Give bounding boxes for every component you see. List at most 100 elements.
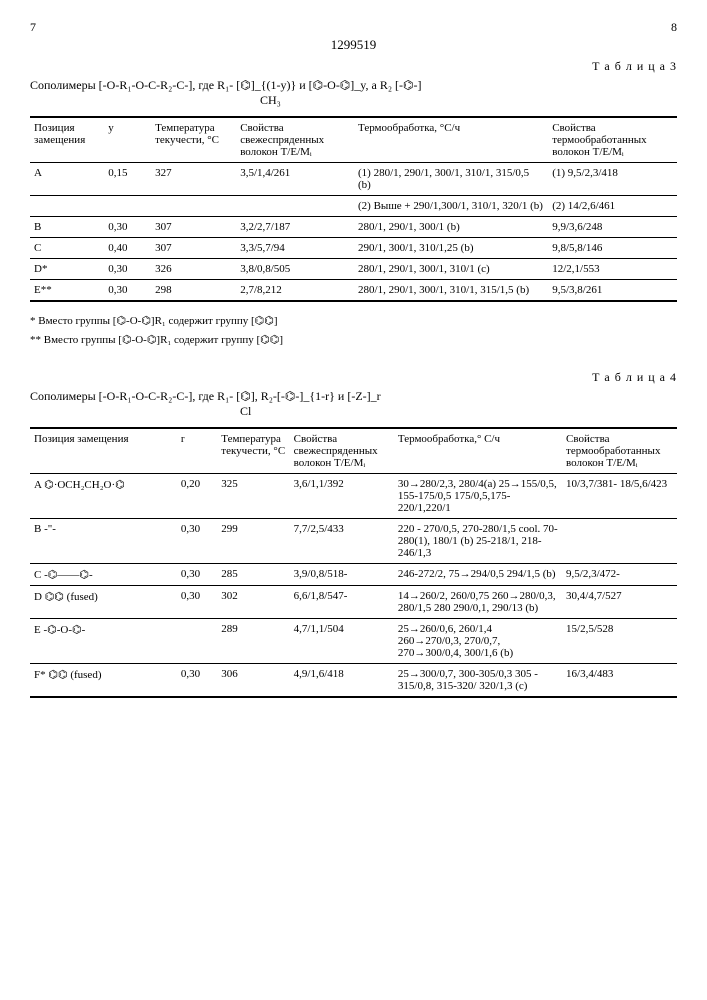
table-row: D ⌬⌬ (fused)0,303026,6/1,8/547-14→260/2,… — [30, 586, 677, 619]
table-row: E**0,302982,7/8,212280/1, 290/1, 300/1, … — [30, 280, 677, 302]
cell: 0,30 — [177, 519, 217, 564]
cell: C — [30, 238, 104, 259]
table-row: (2) Выше + 290/1,300/1, 310/1, 320/1 (b)… — [30, 196, 677, 217]
doc-id: 1299519 — [30, 37, 677, 53]
table4: Позиция замещения r Температура текучест… — [30, 427, 677, 698]
table-row: E -⌬-O-⌬-2894,7/1,1/50425→260/0,6, 260/1… — [30, 619, 677, 664]
cell: 2,7/8,212 — [236, 280, 354, 302]
cell: 0,30 — [177, 664, 217, 698]
cell: 30→280/2,3, 280/4(a) 25→155/0,5, 155-175… — [394, 474, 562, 519]
cell: D* — [30, 259, 104, 280]
table3-footnotes: * Вместо группы [⌬-O-⌬]R₁ содержит групп… — [30, 314, 677, 346]
t3-h5: Свойства термообработанных волокон T/E/M… — [548, 117, 677, 163]
cell: 299 — [217, 519, 289, 564]
footnote2: ** Вместо группы [⌬-O-⌬]R₁ содержит груп… — [30, 333, 677, 346]
cell: 285 — [217, 564, 289, 586]
t3-h0: Позиция замещения — [30, 117, 104, 163]
cell — [104, 196, 151, 217]
cell — [562, 519, 677, 564]
t4-h5: Свойства термообработанных волокон T/E/M… — [562, 428, 677, 474]
cell: 3,6/1,1/392 — [290, 474, 394, 519]
table3-formula: Сополимеры [-O-R₁-O-C-R₂-C-], где R₁- [⌬… — [30, 78, 677, 108]
cell: 3,8/0,8/505 — [236, 259, 354, 280]
cell: 15/2,5/528 — [562, 619, 677, 664]
cell: 0,30 — [104, 259, 151, 280]
cell-struct: E -⌬-O-⌬- — [30, 619, 177, 664]
cell: 0,40 — [104, 238, 151, 259]
cell: 290/1, 300/1, 310/1,25 (b) — [354, 238, 548, 259]
t4-h4: Термообработка,° C/ч — [394, 428, 562, 474]
t3-h3: Свойства свежеспряденных волокон T/E/Mᵢ — [236, 117, 354, 163]
cell: 0,20 — [177, 474, 217, 519]
cell: 25→300/0,7, 300-305/0,3 305 - 315/0,8, 3… — [394, 664, 562, 698]
t3-h4: Термообработка, °C/ч — [354, 117, 548, 163]
table-row: B -"-0,302997,7/2,5/433220 - 270/0,5, 27… — [30, 519, 677, 564]
table-row: A ⌬·OCH₂CH₂O·⌬0,203253,6/1,1/39230→280/2… — [30, 474, 677, 519]
cell: 307 — [151, 217, 236, 238]
cell: 326 — [151, 259, 236, 280]
cell: 298 — [151, 280, 236, 302]
cell: 9,9/3,6/248 — [548, 217, 677, 238]
page-left: 7 — [30, 20, 36, 35]
t4-h0: Позиция замещения — [30, 428, 177, 474]
table3-label: Т а б л и ц а 3 — [30, 59, 677, 74]
cell: 289 — [217, 619, 289, 664]
cell: 12/2,1/553 — [548, 259, 677, 280]
cell: 9,5/2,3/472- — [562, 564, 677, 586]
cell — [236, 196, 354, 217]
cell: 3,5/1,4/261 — [236, 163, 354, 196]
cell: 7,7/2,5/433 — [290, 519, 394, 564]
cell: 0,30 — [104, 280, 151, 302]
cell: 6,6/1,8/547- — [290, 586, 394, 619]
t4-h1: r — [177, 428, 217, 474]
cell: 220 - 270/0,5, 270-280/1,5 cool. 70-280(… — [394, 519, 562, 564]
table-row: F* ⌬⌬ (fused)0,303064,9/1,6/41825→300/0,… — [30, 664, 677, 698]
cell-struct: A ⌬·OCH₂CH₂O·⌬ — [30, 474, 177, 519]
table-row: C0,403073,3/5,7/94290/1, 300/1, 310/1,25… — [30, 238, 677, 259]
t3-h1: y — [104, 117, 151, 163]
cell: (2) Выше + 290/1,300/1, 310/1, 320/1 (b) — [354, 196, 548, 217]
table-row: B0,303073,2/2,7/187280/1, 290/1, 300/1 (… — [30, 217, 677, 238]
page-right: 8 — [671, 20, 677, 35]
cell: 280/1, 290/1, 300/1 (b) — [354, 217, 548, 238]
cell: 9,5/3,8/261 — [548, 280, 677, 302]
cell — [151, 196, 236, 217]
cell: 16/3,4/483 — [562, 664, 677, 698]
table-row: A0,153273,5/1,4/261(1) 280/1, 290/1, 300… — [30, 163, 677, 196]
cell: B — [30, 217, 104, 238]
table4-formula: Сополимеры [-O-R₁-O-C-R₂-C-], где R₁- [⌬… — [30, 389, 677, 419]
cell — [30, 196, 104, 217]
cell: 30,4/4,7/527 — [562, 586, 677, 619]
cell: 327 — [151, 163, 236, 196]
cell: 4,7/1,1/504 — [290, 619, 394, 664]
t3-h2: Температура текучести, °C — [151, 117, 236, 163]
cell: 0,15 — [104, 163, 151, 196]
cell: 3,9/0,8/518- — [290, 564, 394, 586]
cell: 10/3,7/381- 18/5,6/423 — [562, 474, 677, 519]
cell: (1) 280/1, 290/1, 300/1, 310/1, 315/0,5 … — [354, 163, 548, 196]
cell: 0,30 — [104, 217, 151, 238]
cell-struct: C -⌬——⌬- — [30, 564, 177, 586]
cell: E** — [30, 280, 104, 302]
t4-h2: Температура текучести, °C — [217, 428, 289, 474]
cell: 3,3/5,7/94 — [236, 238, 354, 259]
cell: 306 — [217, 664, 289, 698]
cell: A — [30, 163, 104, 196]
footnote1: * Вместо группы [⌬-O-⌬]R₁ содержит групп… — [30, 314, 677, 327]
cell: 0,30 — [177, 586, 217, 619]
cell: (1) 9,5/2,3/418 — [548, 163, 677, 196]
table4-label: Т а б л и ц а 4 — [30, 370, 677, 385]
cell: 325 — [217, 474, 289, 519]
cell: 307 — [151, 238, 236, 259]
table-row: C -⌬——⌬-0,302853,9/0,8/518-246-272/2, 75… — [30, 564, 677, 586]
cell: 14→260/2, 260/0,75 260→280/0,3, 280/1,5 … — [394, 586, 562, 619]
cell: 280/1, 290/1, 300/1, 310/1, 315/1,5 (b) — [354, 280, 548, 302]
cell: 246-272/2, 75→294/0,5 294/1,5 (b) — [394, 564, 562, 586]
cell — [177, 619, 217, 664]
cell: 9,8/5,8/146 — [548, 238, 677, 259]
cell-struct: B -"- — [30, 519, 177, 564]
cell: 302 — [217, 586, 289, 619]
t4-h3: Свойства свежеспряденных волокон T/E/Mᵢ — [290, 428, 394, 474]
cell: 0,30 — [177, 564, 217, 586]
cell: (2) 14/2,6/461 — [548, 196, 677, 217]
